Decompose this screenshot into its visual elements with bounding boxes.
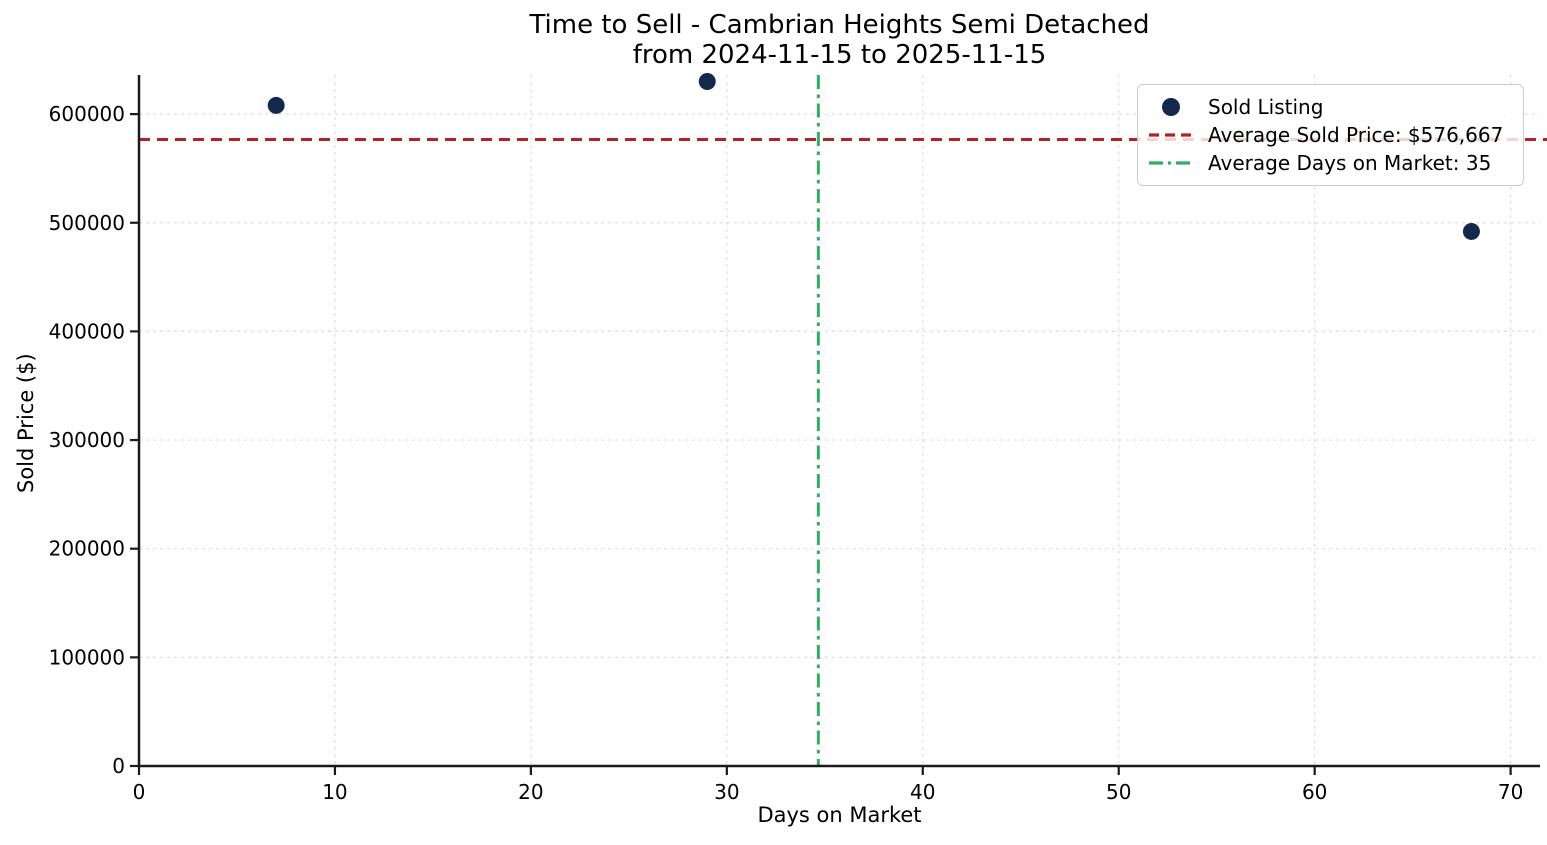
average-sold-price-line-icon	[1148, 132, 1194, 138]
x-tick-label: 0	[133, 780, 146, 804]
y-axis-label: Sold Price ($)	[14, 353, 38, 493]
legend-item-average-days-on-market: Average Days on Market: 35	[1148, 149, 1511, 177]
sold-listing-point	[698, 73, 716, 91]
chart-title-line1: Time to Sell - Cambrian Heights Semi Det…	[529, 10, 1150, 40]
y-tick-label: 300000	[49, 428, 125, 452]
y-tick-label: 100000	[49, 645, 125, 669]
y-tick-label: 0	[112, 754, 125, 778]
y-tick-label: 500000	[49, 211, 125, 235]
legend: Sold Listing Average Sold Price: $576,66…	[1137, 84, 1524, 186]
sold-listing-marker-icon	[1148, 98, 1194, 116]
chart-title-line2: from 2024-11-15 to 2025-11-15	[632, 40, 1047, 70]
legend-label-average-days-on-market: Average Days on Market: 35	[1208, 151, 1492, 175]
y-tick-label: 400000	[49, 319, 125, 343]
average-days-on-market-line-icon	[1148, 160, 1194, 166]
x-tick-label: 50	[1106, 780, 1131, 804]
x-tick-label: 10	[322, 780, 347, 804]
y-tick-label: 600000	[49, 102, 125, 126]
x-tick-label: 60	[1302, 780, 1327, 804]
legend-label-average-sold-price: Average Sold Price: $576,667	[1208, 123, 1504, 147]
sold-listing-point	[267, 96, 285, 114]
y-tick-label: 200000	[49, 537, 125, 561]
x-axis-label: Days on Market	[757, 803, 922, 827]
x-tick-label: 70	[1498, 780, 1523, 804]
chart-title: Time to Sell - Cambrian Heights Semi Det…	[139, 10, 1540, 70]
sold-listing-point	[1462, 222, 1480, 240]
x-tick-label: 20	[518, 780, 543, 804]
x-tick-label: 30	[714, 780, 739, 804]
legend-item-sold-listing: Sold Listing	[1148, 93, 1511, 121]
legend-item-average-sold-price: Average Sold Price: $576,667	[1148, 121, 1511, 149]
x-tick-label: 40	[910, 780, 935, 804]
legend-label-sold-listing: Sold Listing	[1208, 95, 1324, 119]
